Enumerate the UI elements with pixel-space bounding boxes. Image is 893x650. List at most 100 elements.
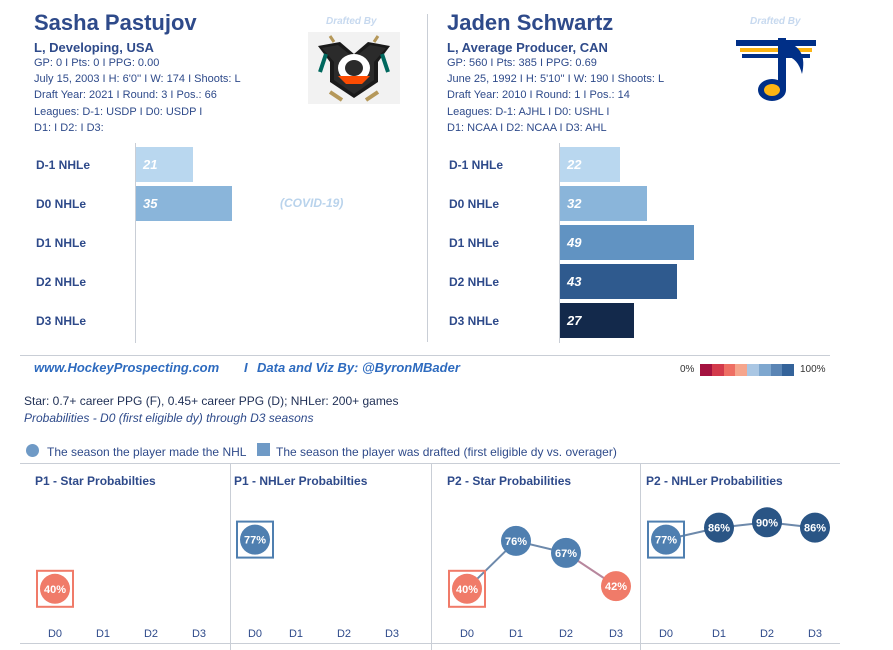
player1-line5: Leagues: D-1: USDP I D0: USDP I <box>34 106 203 118</box>
circle-legend-icon <box>26 444 39 457</box>
player1-nhle-category-label: D2 NHLe <box>36 275 87 289</box>
color-scale-swatch <box>758 364 771 376</box>
player2-nhle-bar <box>560 264 677 299</box>
player1-nhle-bar <box>136 186 232 221</box>
player2-nhle-bar-value: 22 <box>567 157 582 172</box>
x-tick-label: D3 <box>192 628 206 640</box>
color-scale-bar <box>700 364 794 376</box>
probability-note: Probabilities - D0 (first eligible dy) t… <box>24 411 314 425</box>
player1-line4: Draft Year: 2021 I Round: 3 I Pos.: 66 <box>34 89 217 101</box>
x-tick-label: D0 <box>48 628 62 640</box>
color-scale-swatch <box>735 364 747 376</box>
player2-nhle-bar-value: 43 <box>567 274 582 289</box>
color-scale-swatch <box>747 364 759 376</box>
player2-nhle-category-label: D-1 NHLe <box>449 158 504 172</box>
x-tick-label: D3 <box>385 628 399 640</box>
player2-nhle-bar-value: 49 <box>567 235 582 250</box>
player1-nhle-category-label: D-1 NHLe <box>36 158 91 172</box>
st-louis-blues-logo <box>736 38 816 101</box>
player2-nhle-bar-value: 32 <box>567 196 582 211</box>
probability-label: 90% <box>756 517 778 529</box>
player2-name: Jaden Schwartz <box>447 10 614 35</box>
probability-point <box>601 571 631 602</box>
player1-nhle-bar-value: 21 <box>143 157 158 172</box>
player1-nhle-bar-value: 35 <box>143 196 158 211</box>
x-tick-label: D2 <box>144 628 158 640</box>
probability-point <box>752 507 782 538</box>
player2-nhle-category-label: D1 NHLe <box>449 236 500 250</box>
player2-line3: June 25, 1992 I H: 5'10'' I W: 190 I Sho… <box>447 73 665 85</box>
player1-nhle-bar <box>136 147 193 182</box>
drafted-season-marker <box>36 569 74 608</box>
probability-point <box>40 573 70 604</box>
probability-label: 67% <box>555 548 577 560</box>
player2-nhle-bar <box>560 225 694 260</box>
player2-nhle-bar <box>560 303 634 338</box>
probability-label: 40% <box>44 584 66 596</box>
player2-line1: L, Average Producer, CAN <box>447 40 608 55</box>
drafted-season-marker <box>236 520 274 559</box>
player1-line3: July 15, 2003 I H: 6'0'' I W: 174 I Shoo… <box>34 73 241 85</box>
x-tick-label: D0 <box>248 628 262 640</box>
probability-point <box>800 512 830 543</box>
probability-point <box>651 524 681 555</box>
x-tick-label: D2 <box>760 628 774 640</box>
color-scale-swatch <box>770 364 783 376</box>
x-tick-label: D1 <box>712 628 726 640</box>
player1-name: Sasha Pastujov <box>34 10 197 35</box>
x-tick-label: D3 <box>609 628 623 640</box>
definition-line: Star: 0.7+ career PPG (F), 0.45+ career … <box>24 394 399 408</box>
anaheim-ducks-logo <box>308 32 400 104</box>
circle-legend-label: The season the player made the NHL <box>47 445 247 459</box>
probability-point <box>452 573 482 604</box>
player2-nhle-category-label: D3 NHLe <box>449 314 500 328</box>
probability-point <box>240 524 270 555</box>
probability-point <box>551 537 581 568</box>
x-tick-label: D0 <box>460 628 474 640</box>
probability-label: 86% <box>708 523 730 535</box>
player2-line2: GP: 560 I Pts: 385 I PPG: 0.69 <box>447 57 597 69</box>
player2-line4: Draft Year: 2010 I Round: 1 I Pos.: 14 <box>447 89 630 101</box>
panel-title-p2-star: P2 - Star Probabilities <box>447 474 572 488</box>
player1-nhle-category-label: D3 NHLe <box>36 314 87 328</box>
scale-min-label: 0% <box>680 364 695 375</box>
probability-label: 76% <box>505 536 527 548</box>
player2-nhle-bar-value: 27 <box>567 313 582 328</box>
player2-nhle-bar <box>560 147 620 182</box>
player2-drafted-by: Drafted By <box>750 16 801 27</box>
color-scale-swatch <box>723 364 736 376</box>
covid-note: (COVID-19) <box>280 196 344 210</box>
footer-separator: I <box>244 360 248 375</box>
player1-nhle-category-label: D0 NHLe <box>36 197 87 211</box>
player1-line2: GP: 0 I Pts: 0 I PPG: 0.00 <box>34 57 160 69</box>
player2-nhle-category-label: D0 NHLe <box>449 197 500 211</box>
panel-title-p1-star: P1 - Star Probabilties <box>35 474 156 488</box>
site-link[interactable]: www.HockeyProspecting.com <box>34 360 220 375</box>
x-tick-label: D3 <box>808 628 822 640</box>
scale-max-label: 100% <box>800 364 826 375</box>
probability-point <box>704 512 734 543</box>
x-tick-label: D1 <box>509 628 523 640</box>
player2-nhle-bar <box>560 186 647 221</box>
probability-label: 77% <box>655 535 677 547</box>
player1-line1: L, Developing, USA <box>34 40 154 55</box>
panel-title-p2-nhler: P2 - NHLer Probabilities <box>646 474 783 488</box>
probability-label: 40% <box>456 584 478 596</box>
color-scale-swatch <box>782 364 794 376</box>
square-legend-label: The season the player was drafted (first… <box>276 445 617 459</box>
credit-link[interactable]: Data and Viz By: @ByronMBader <box>257 360 460 375</box>
player1-nhle-category-label: D1 NHLe <box>36 236 87 250</box>
x-tick-label: D2 <box>559 628 573 640</box>
player2-nhle-category-label: D2 NHLe <box>449 275 500 289</box>
player2-line6: D1: NCAA I D2: NCAA I D3: AHL <box>447 122 607 134</box>
x-tick-label: D0 <box>659 628 673 640</box>
drafted-season-marker <box>448 569 486 608</box>
player1-line6: D1: I D2: I D3: <box>34 122 104 134</box>
square-legend-icon <box>257 443 270 456</box>
probability-label: 86% <box>804 523 826 535</box>
x-tick-label: D1 <box>96 628 110 640</box>
player1-drafted-by: Drafted By <box>326 16 377 27</box>
color-scale-swatch <box>711 364 724 376</box>
probability-label: 42% <box>605 581 627 593</box>
